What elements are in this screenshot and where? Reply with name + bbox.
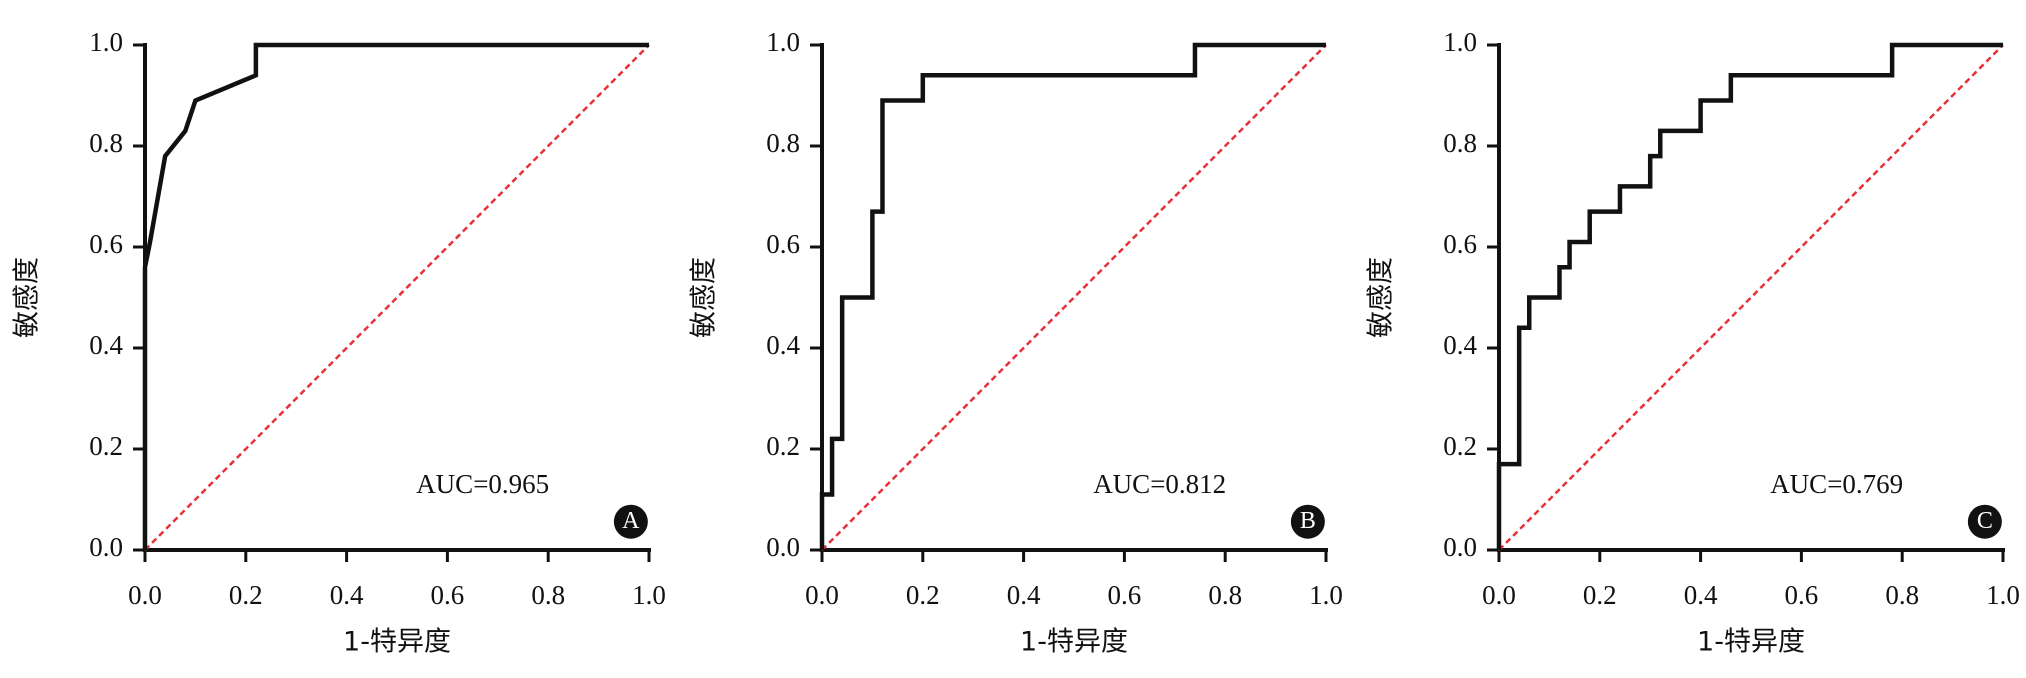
x-tick-label: 0.6 bbox=[1108, 580, 1142, 610]
auc-annotation: AUC=0.965 bbox=[416, 469, 549, 499]
x-tick-label: 0.4 bbox=[330, 580, 364, 610]
y-tick-label: 0.0 bbox=[1443, 532, 1477, 562]
y-tick-label: 0.6 bbox=[89, 229, 123, 259]
y-tick-label: 0.6 bbox=[766, 229, 800, 259]
x-tick-label: 0.8 bbox=[531, 580, 565, 610]
x-tick-label: 0.2 bbox=[1583, 580, 1617, 610]
y-tick-label: 0.2 bbox=[766, 431, 800, 461]
x-tick-label: 0.2 bbox=[229, 580, 263, 610]
x-tick-label: 0.8 bbox=[1208, 580, 1242, 610]
y-tick-label: 0.8 bbox=[89, 128, 123, 158]
panel-badge bbox=[1290, 504, 1325, 539]
x-tick-label: 0.0 bbox=[1482, 580, 1516, 610]
panel-label: A bbox=[622, 508, 640, 534]
y-tick-label: 0.4 bbox=[1443, 330, 1477, 360]
x-tick-label: 0.8 bbox=[1885, 580, 1919, 610]
x-tick-label: 0.0 bbox=[128, 580, 162, 610]
auc-annotation: AUC=0.769 bbox=[1770, 469, 1903, 499]
x-axis-label: 1-特异度 bbox=[343, 627, 451, 658]
y-axis-label: 敏感度 bbox=[689, 257, 720, 338]
x-axis-label: 1-特异度 bbox=[1697, 627, 1805, 658]
x-tick-label: 0.2 bbox=[906, 580, 940, 610]
roc-curve bbox=[819, 42, 1326, 550]
x-tick-label: 1.0 bbox=[632, 580, 666, 610]
x-tick-label: 1.0 bbox=[1309, 580, 1343, 610]
x-tick-label: 0.0 bbox=[805, 580, 839, 610]
y-tick-label: 1.0 bbox=[1443, 27, 1477, 57]
reference-line bbox=[821, 44, 1327, 551]
y-tick-label: 0.8 bbox=[1443, 128, 1477, 158]
reference-line bbox=[144, 44, 650, 551]
panel-badge bbox=[613, 504, 648, 539]
roc-curve bbox=[1496, 42, 2003, 550]
y-axis-label: 敏感度 bbox=[12, 257, 43, 338]
reference-line bbox=[1498, 44, 2004, 551]
x-tick-label: 0.4 bbox=[1684, 580, 1718, 610]
x-tick-label: 1.0 bbox=[1986, 580, 2020, 610]
panel-label: B bbox=[1300, 508, 1316, 534]
y-tick-label: 1.0 bbox=[89, 27, 123, 57]
panel-label: C bbox=[1977, 508, 1993, 534]
y-tick-label: 0.8 bbox=[766, 128, 800, 158]
x-axis-label: 1-特异度 bbox=[1020, 627, 1128, 658]
panel-badge bbox=[1967, 504, 2002, 539]
y-tick-label: 0.4 bbox=[89, 330, 123, 360]
x-tick-label: 0.4 bbox=[1007, 580, 1041, 610]
y-tick-label: 0.2 bbox=[1443, 431, 1477, 461]
x-tick-label: 0.6 bbox=[1785, 580, 1819, 610]
y-tick-label: 0.4 bbox=[766, 330, 800, 360]
y-tick-label: 0.6 bbox=[1443, 229, 1477, 259]
x-tick-label: 0.6 bbox=[431, 580, 465, 610]
y-tick-label: 0.0 bbox=[89, 532, 123, 562]
roc-curve bbox=[142, 42, 649, 550]
y-axis-label: 敏感度 bbox=[1366, 257, 1397, 338]
y-tick-label: 1.0 bbox=[766, 27, 800, 57]
y-tick-label: 0.2 bbox=[89, 431, 123, 461]
auc-annotation: AUC=0.812 bbox=[1093, 469, 1226, 499]
y-tick-label: 0.0 bbox=[766, 532, 800, 562]
